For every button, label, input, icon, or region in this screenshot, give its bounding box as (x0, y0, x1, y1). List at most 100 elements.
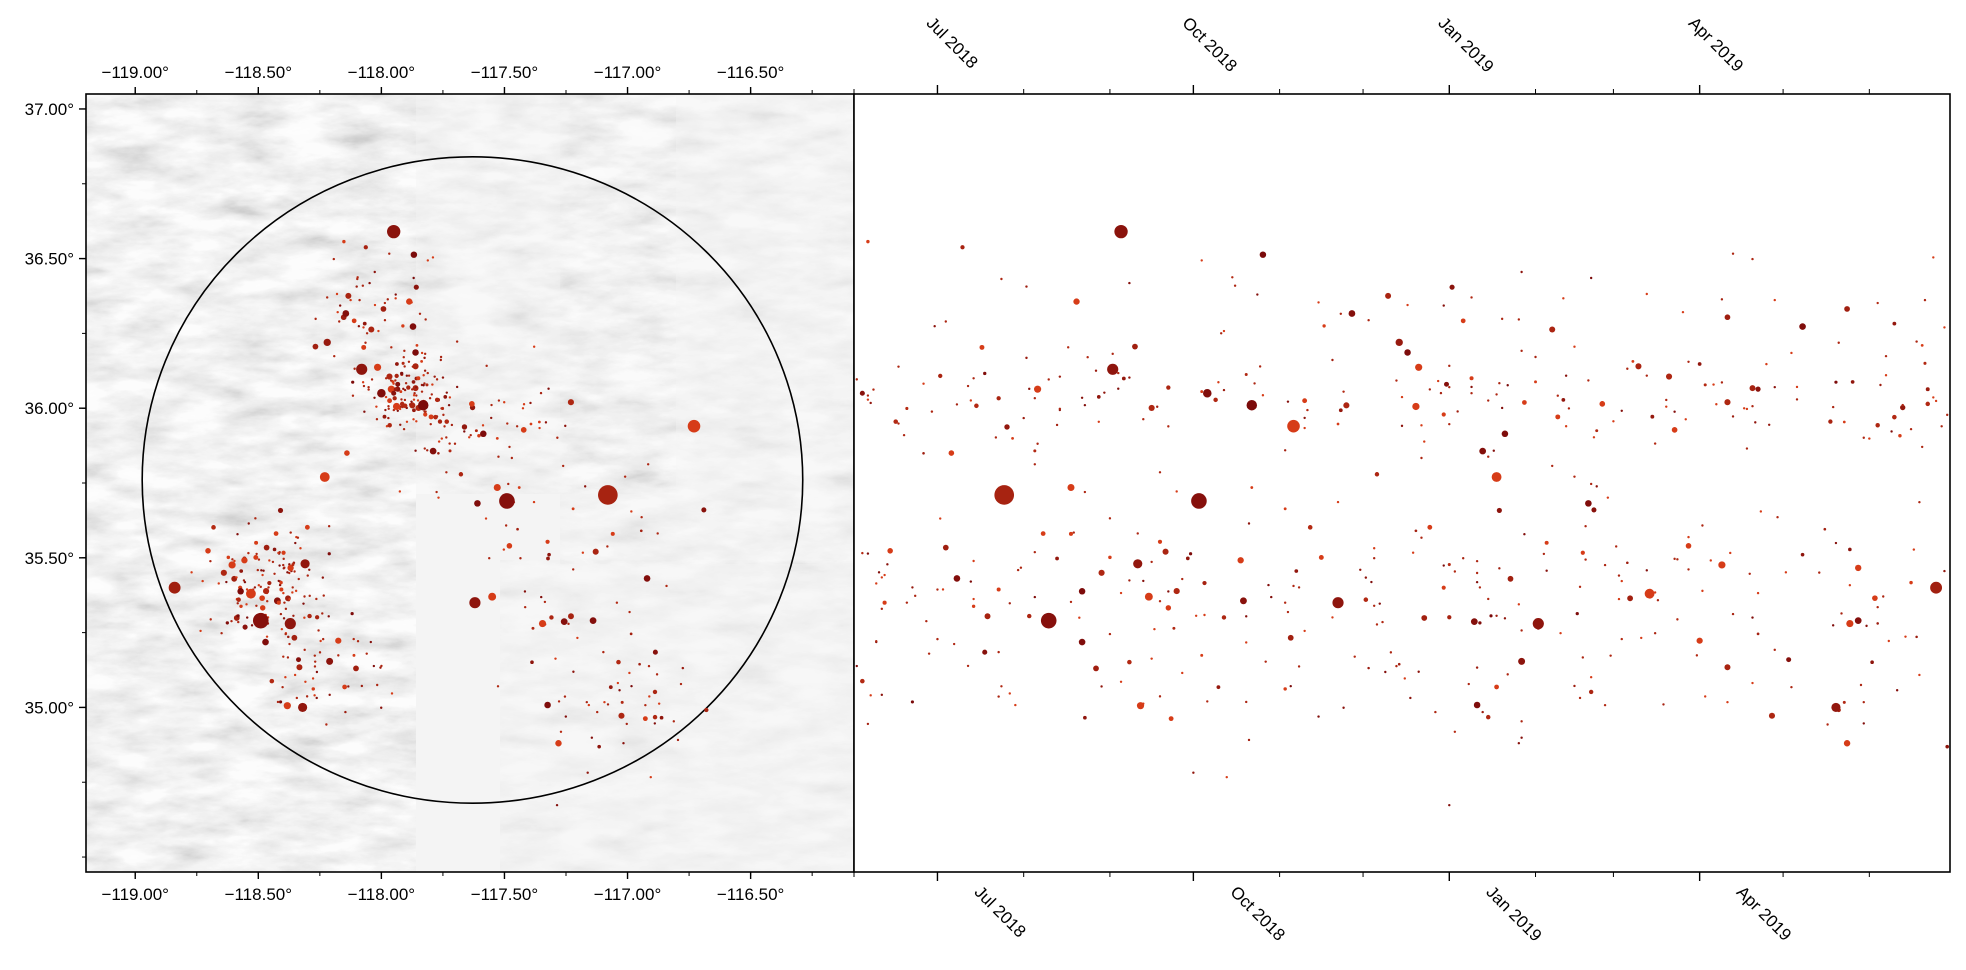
timeline-earthquake-dot (1626, 561, 1629, 565)
timeline-earthquake-dot (1247, 738, 1251, 742)
map-earthquake-dot (395, 381, 401, 387)
timeline-earthquake-dot (1367, 666, 1370, 670)
timeline-earthquake-dot (1776, 516, 1779, 519)
map-earthquake-dot (571, 507, 575, 511)
timeline-earthquake-dot (1584, 524, 1587, 528)
map-earthquake-dot (628, 671, 631, 675)
map-earthquake-dot (547, 387, 550, 390)
timeline-earthquake-dot (1343, 402, 1350, 409)
map-earthquake-dot (256, 568, 260, 572)
map-earthquake-dot (263, 587, 270, 595)
timeline-earthquake-dot (1019, 566, 1023, 569)
map-earthquake-dot (426, 259, 430, 262)
map-earthquake-dot (402, 427, 406, 431)
timeline-earthquake-dot (983, 371, 987, 376)
timeline-earthquake-dot (1250, 486, 1254, 489)
map-earthquake-dot (429, 447, 437, 455)
map-earthquake-dot (417, 399, 429, 411)
timeline-earthquake-dot (1448, 364, 1451, 368)
map-earthquake-dot (262, 569, 265, 572)
timeline-earthquake-dot (1173, 587, 1180, 595)
map-earthquake-dot (426, 371, 429, 375)
map-earthquake-dot (269, 678, 275, 684)
map-earthquake-dot (241, 557, 248, 564)
map-earthquake-dot (618, 689, 621, 692)
map-earthquake-dot (375, 405, 378, 408)
timeline-earthquake-dot (1142, 418, 1145, 421)
map-earthquake-dot (403, 388, 407, 392)
map-earthquake-dot (537, 420, 541, 424)
timeline-earthquake-dot (1400, 424, 1404, 428)
map-earthquake-dot (231, 558, 234, 561)
timeline-top-date-label: Oct 2018 (1179, 13, 1241, 75)
timeline-earthquake-dot (925, 619, 928, 623)
timeline-earthquake-dot (1339, 312, 1343, 315)
map-earthquake-dot (628, 610, 631, 614)
timeline-earthquake-dot (1297, 586, 1301, 589)
timeline-earthquake-dot (974, 403, 979, 409)
map-earthquake-dot (327, 524, 331, 528)
map-earthquake-dot (676, 738, 680, 742)
timeline-earthquake-dot (1617, 574, 1621, 577)
timeline-earthquake-dot (1283, 507, 1287, 511)
map-earthquake-dot (383, 301, 387, 305)
timeline-earthquake-dot (1826, 723, 1829, 726)
map-earthquake-dot (253, 554, 259, 560)
map-earthquake-dot (356, 276, 359, 279)
timeline-earthquake-dot (972, 559, 975, 563)
map-earthquake-dot (283, 601, 286, 604)
map-earthquake-dot (271, 560, 275, 564)
timeline-earthquake-dot (875, 640, 878, 643)
map-earthquake-dot (304, 524, 310, 530)
timeline-earthquake-dot (1240, 597, 1247, 605)
timeline-earthquake-dot (1132, 343, 1138, 350)
map-earthquake-dot (468, 436, 471, 439)
timeline-earthquake-dot (1575, 611, 1579, 616)
map-earthquake-dot (257, 558, 261, 561)
timeline-earthquake-dot (905, 601, 909, 604)
timeline-earthquake-dot (1363, 597, 1369, 602)
timeline-earthquake-dot (1920, 344, 1924, 347)
map-earthquake-dot (394, 379, 397, 382)
timeline-earthquake-dot (897, 365, 900, 368)
map-earthquake-dot (388, 252, 391, 255)
timeline-earthquake-dot (1909, 580, 1913, 585)
timeline-earthquake-dot (1676, 558, 1679, 561)
timeline-earthquake-dot (887, 548, 893, 554)
timeline-earthquake-dot (1828, 419, 1833, 424)
timeline-earthquake-dot (1751, 681, 1754, 685)
timeline-earthquake-dot (1520, 736, 1523, 739)
map-earthquake-dot (402, 403, 408, 409)
timeline-earthquake-dot (1749, 385, 1756, 392)
timeline-earthquake-dot (1494, 684, 1499, 690)
map-earthquake-dot (306, 574, 309, 577)
timeline-earthquake-dot (1318, 554, 1324, 560)
timeline-earthquake-dot (1100, 685, 1103, 688)
map-earthquake-dot (253, 586, 257, 589)
map-earthquake-dot (623, 475, 627, 478)
timeline-earthquake-dot (1270, 595, 1273, 599)
map-bottom-lon-label: −119.00° (101, 885, 168, 904)
timeline-earthquake-dot (1837, 341, 1840, 344)
timeline-earthquake-dot (1925, 387, 1930, 392)
timeline-earthquake-dot (1133, 559, 1143, 569)
map-earthquake-dot (415, 420, 418, 423)
map-earthquake-dot (453, 442, 457, 445)
map-earthquake-dot (585, 700, 588, 704)
map-earthquake-dot (247, 551, 250, 555)
timeline-earthquake-dot (1491, 472, 1502, 482)
map-earthquake-dot (362, 326, 365, 329)
map-earthquake-dot (653, 722, 657, 725)
timeline-earthquake-dot (1656, 599, 1660, 602)
timeline-earthquake-dot (955, 403, 959, 406)
timeline-earthquake-dot (1585, 500, 1592, 507)
map-earthquake-dot (276, 700, 280, 704)
timeline-earthquake-dot (1901, 403, 1904, 407)
map-earthquake-dot (392, 396, 397, 401)
timeline-earthquake-dot (1879, 383, 1882, 387)
timeline-earthquake-dot (1930, 581, 1943, 594)
map-earthquake-dot (295, 696, 299, 700)
timeline-earthquake-dot (1181, 671, 1184, 675)
timeline-earthquake-dot (1627, 595, 1634, 602)
map-earthquake-dot (640, 516, 643, 519)
